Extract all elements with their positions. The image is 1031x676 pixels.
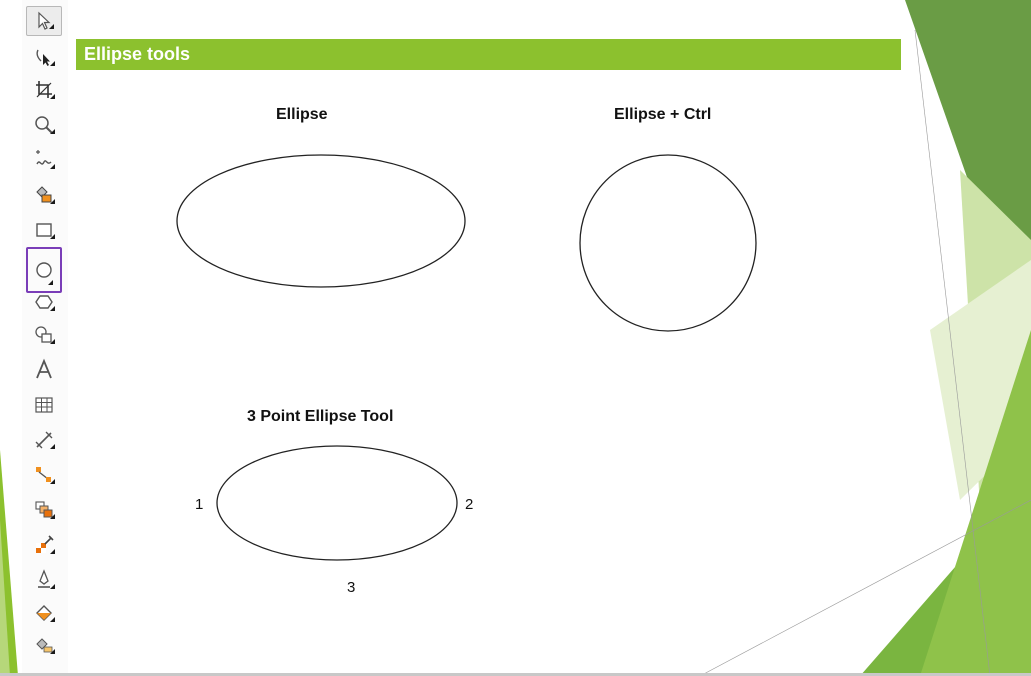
flyout-indicator [50, 306, 55, 311]
flyout-indicator [50, 479, 55, 484]
basic-shapes-icon [35, 326, 52, 343]
flyout-indicator [50, 444, 55, 449]
outline-pen-tool[interactable] [26, 565, 62, 595]
polygon-icon [35, 295, 53, 309]
ellipse-example-shape [176, 154, 466, 288]
flyout-indicator [50, 514, 55, 519]
interactive-fill-icon [36, 638, 53, 653]
flyout-indicator [50, 549, 55, 554]
flyout-indicator [50, 584, 55, 589]
ellipse-example-title: Ellipse [276, 106, 328, 123]
decor-thin-line-2 [699, 499, 1031, 676]
cursor-arrow-icon [38, 11, 51, 30]
smart-fill-tool[interactable] [26, 180, 62, 210]
connector-tool[interactable] [26, 460, 62, 490]
slide-header-bar: Ellipse tools [76, 39, 901, 70]
text-tool[interactable] [26, 355, 62, 385]
bottom-border [0, 673, 1031, 676]
connector-icon [36, 467, 51, 482]
decor-thin-line-1 [914, 29, 991, 676]
point-label-2: 2 [465, 496, 474, 513]
crop-tool[interactable] [26, 75, 62, 105]
point-label-3: 3 [347, 579, 356, 596]
zoom-tool[interactable] [26, 110, 62, 140]
interactive-fill-tool[interactable] [26, 630, 62, 660]
fill-tool[interactable] [26, 598, 62, 628]
flyout-indicator [50, 649, 55, 654]
fill-bucket-icon [36, 605, 52, 621]
rectangle-tool[interactable] [26, 215, 62, 245]
shape-edit-icon [36, 49, 50, 66]
flyout-indicator [50, 234, 55, 239]
left-green-edge-light [0, 520, 10, 676]
ellipse-ctrl-example-title: Ellipse + Ctrl [614, 106, 712, 123]
three-point-ellipse-title: 3 Point Ellipse Tool [247, 408, 394, 425]
ellipse-tool[interactable] [26, 247, 62, 293]
flyout-indicator [50, 339, 55, 344]
transparency-tool[interactable] [26, 530, 62, 560]
outline-pen-icon [38, 569, 50, 588]
flyout-indicator [48, 280, 53, 285]
point-label-1: 1 [195, 496, 204, 513]
flyout-indicator [50, 617, 55, 622]
shape-tool[interactable] [26, 42, 62, 72]
toolbox [22, 0, 68, 674]
flyout-indicator [49, 24, 54, 29]
smart-fill-icon [36, 186, 52, 203]
ellipse-icon [36, 262, 52, 278]
bottom-right-mid-green-facet [920, 330, 1031, 676]
text-a-icon [36, 358, 52, 379]
transparency-icon [36, 535, 54, 553]
slide-header-title: Ellipse tools [84, 44, 191, 64]
flyout-indicator [50, 129, 55, 134]
pick-tool[interactable] [26, 6, 62, 36]
rectangle-icon [36, 223, 52, 237]
blend-icon [35, 501, 53, 518]
dimension-icon [35, 431, 53, 449]
freehand-icon [36, 150, 52, 165]
dimension-tool[interactable] [26, 425, 62, 455]
right-dark-green-facet [905, 0, 1031, 250]
circle-example-shape [579, 154, 757, 332]
flyout-indicator [50, 61, 55, 66]
polygon-tool[interactable] [26, 287, 62, 317]
basic-shapes-tool[interactable] [26, 320, 62, 350]
crop-icon [36, 81, 52, 98]
table-icon [35, 397, 53, 413]
flyout-indicator [50, 164, 55, 169]
freehand-tool[interactable] [26, 145, 62, 175]
three-point-ellipse-shape [216, 445, 458, 561]
table-tool[interactable] [26, 390, 62, 420]
flyout-indicator [50, 199, 55, 204]
flyout-indicator [50, 94, 55, 99]
blend-tool[interactable] [26, 495, 62, 525]
